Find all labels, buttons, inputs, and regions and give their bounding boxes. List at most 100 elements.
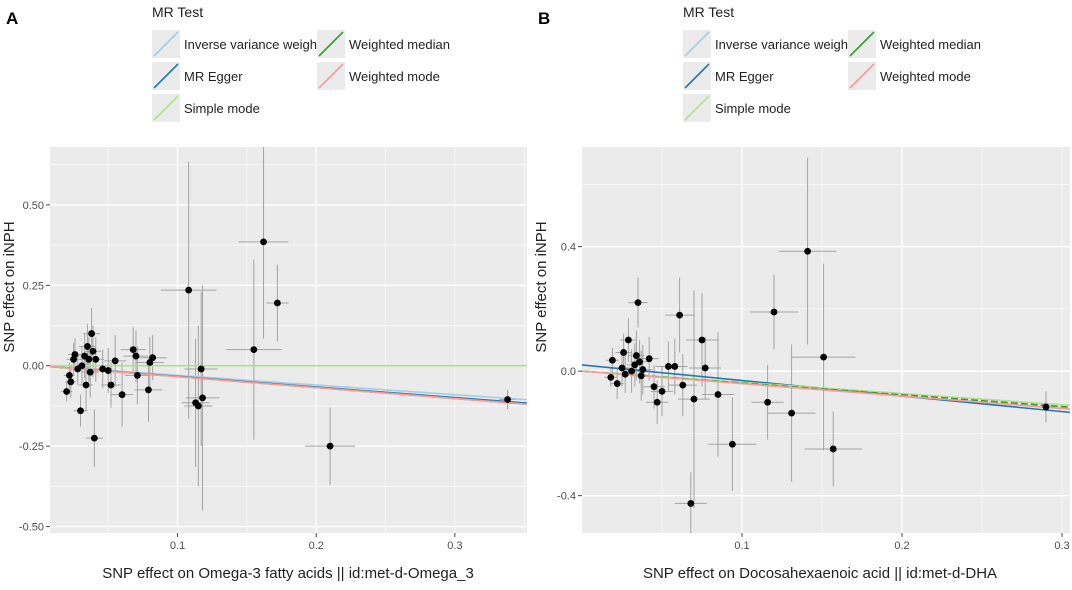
y-tick-label: 0.4: [561, 242, 576, 254]
data-point: [104, 367, 112, 374]
data-point: [185, 286, 193, 294]
data-point: [607, 373, 615, 381]
y-tick-label: 0.50: [23, 200, 44, 212]
legend-key-line: [153, 95, 179, 121]
data-point: [633, 352, 640, 359]
x-axis-label: SNP effect on Omega-3 fatty acids || id:…: [102, 565, 474, 582]
legend-key-line: [318, 31, 344, 57]
data-point: [628, 367, 635, 375]
data-point: [86, 368, 94, 376]
data-point: [67, 378, 75, 386]
legend: MR Test Inverse variance weighted Weighte…: [683, 4, 981, 122]
data-point: [90, 434, 98, 442]
data-point: [820, 353, 827, 361]
y-axis-label: SNP effect on iNPH: [533, 221, 550, 352]
regression-line: [50, 365, 527, 406]
legend-key-line: [684, 95, 710, 121]
legend-item: Weighted mode: [848, 62, 971, 90]
data-point: [676, 311, 683, 319]
legend-item: Weighted median: [317, 30, 450, 58]
data-point: [698, 336, 706, 344]
data-point: [118, 391, 126, 399]
y-tick-label: 0.0: [561, 366, 576, 378]
data-point: [613, 380, 621, 387]
data-point: [66, 371, 73, 379]
data-point: [620, 349, 627, 356]
data-point: [609, 356, 616, 364]
data-point: [636, 358, 643, 366]
data-point: [504, 396, 511, 403]
legend-key-line: [849, 31, 875, 57]
data-point: [149, 354, 157, 362]
data-point: [145, 386, 152, 394]
legend-title: MR Test: [683, 4, 734, 20]
data-point: [645, 355, 653, 363]
legend-label: Inverse variance weighted: [715, 37, 866, 52]
plot-background: [50, 147, 527, 533]
marks: [582, 157, 1070, 533]
data-point: [89, 347, 97, 355]
data-point: [85, 355, 93, 363]
data-point: [788, 409, 795, 417]
plot-area: 0.1 0.2 0.3 -0.4 0.0 0.4: [557, 147, 1070, 552]
legend-label: Simple mode: [715, 101, 791, 116]
data-point: [71, 351, 79, 358]
data-point: [92, 355, 100, 363]
legend-item: Simple mode: [683, 94, 791, 122]
data-point: [625, 336, 632, 344]
data-point: [111, 357, 119, 365]
data-point: [650, 383, 658, 391]
x-axis-label: SNP effect on Docosahexaenoic acid || id…: [643, 565, 997, 582]
x-tick-label: 0.1: [734, 540, 749, 552]
x-tick-label: 0.3: [447, 540, 462, 552]
data-point: [199, 394, 206, 402]
legend-item: Simple mode: [152, 94, 260, 122]
regression-line: [582, 370, 1070, 410]
legend-label: Simple mode: [184, 101, 260, 116]
data-point: [639, 366, 647, 373]
data-point: [764, 398, 771, 406]
data-point: [804, 247, 811, 255]
x-tick-label: 0.2: [894, 540, 909, 552]
data-point: [77, 407, 84, 415]
legend-entries: Inverse variance weighted Weighted median…: [152, 30, 450, 122]
data-point: [631, 361, 639, 369]
data-point: [194, 402, 202, 410]
data-point: [714, 391, 722, 398]
data-point: [653, 398, 661, 406]
y-tick-label: 0.25: [23, 280, 44, 292]
legend-label: Weighted mode: [349, 69, 440, 84]
data-point: [1042, 403, 1050, 411]
x-tick-label: 0.2: [309, 540, 324, 552]
legend-key-line: [318, 63, 344, 89]
legend-label: MR Egger: [715, 69, 774, 84]
data-point: [107, 381, 115, 389]
data-point: [618, 364, 626, 372]
legend-key-line: [153, 31, 179, 57]
legend-label: Weighted median: [349, 37, 450, 52]
data-point: [132, 352, 140, 360]
legend-entries: Inverse variance weighted Weighted median…: [683, 30, 981, 122]
y-tick-label: -0.50: [19, 522, 44, 534]
legend-key-line: [849, 63, 875, 89]
marks: [50, 147, 527, 511]
data-point: [326, 442, 334, 450]
legend-label: Weighted mode: [880, 69, 971, 84]
legend-key-line: [153, 63, 179, 89]
data-point: [250, 346, 258, 354]
data-point: [665, 363, 672, 370]
legend-label: MR Egger: [184, 69, 243, 84]
data-point: [687, 500, 695, 507]
y-tick-label: -0.25: [19, 441, 44, 453]
legend-title: MR Test: [152, 4, 203, 20]
y-axis-label: SNP effect on iNPH: [1, 221, 18, 352]
data-point: [637, 372, 645, 380]
legend-item: MR Egger: [683, 62, 774, 90]
data-point: [621, 370, 629, 378]
data-point: [197, 365, 205, 373]
plot-background: [582, 147, 1070, 533]
legend-label: Weighted median: [880, 37, 981, 52]
panel-b: B MR Test Inverse variance weighted Weigh…: [533, 4, 1070, 582]
